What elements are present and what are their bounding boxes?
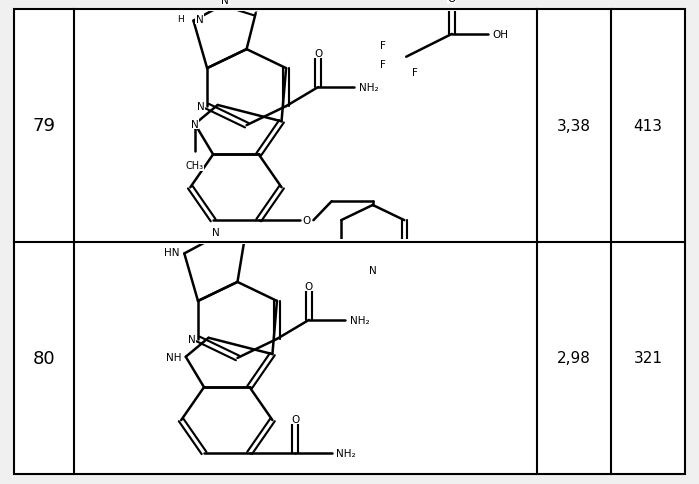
Text: NH₂: NH₂ <box>336 448 356 458</box>
Text: O: O <box>314 49 322 59</box>
Text: 413: 413 <box>633 119 663 133</box>
Text: 80: 80 <box>33 349 55 367</box>
Text: 2,98: 2,98 <box>557 351 591 365</box>
Text: N: N <box>369 266 377 276</box>
Text: F: F <box>380 41 387 51</box>
Text: CH₃: CH₃ <box>186 161 204 171</box>
Text: N: N <box>222 0 229 6</box>
Text: N: N <box>196 15 203 25</box>
Text: H: H <box>178 15 185 24</box>
Text: 79: 79 <box>33 117 56 135</box>
Text: O: O <box>305 281 313 291</box>
Text: N: N <box>191 120 199 130</box>
Text: 3,38: 3,38 <box>557 119 591 133</box>
Text: N: N <box>212 227 220 237</box>
Text: F: F <box>412 68 418 78</box>
Text: NH₂: NH₂ <box>359 83 379 93</box>
Text: N: N <box>197 102 205 112</box>
Text: N: N <box>188 334 196 344</box>
Text: O: O <box>291 414 299 424</box>
Text: NH₂: NH₂ <box>350 315 370 325</box>
Text: O: O <box>303 216 311 226</box>
Text: F: F <box>380 60 387 70</box>
Text: O: O <box>447 0 456 4</box>
Text: 321: 321 <box>633 351 663 365</box>
Text: HN: HN <box>164 247 180 257</box>
Text: OH: OH <box>493 30 509 40</box>
Text: NH: NH <box>166 352 181 362</box>
